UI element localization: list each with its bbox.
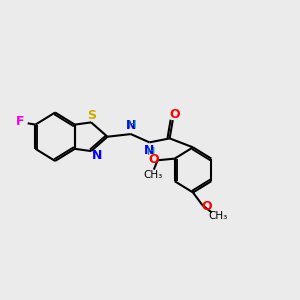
Text: CH₃: CH₃ bbox=[208, 211, 227, 221]
Text: N: N bbox=[126, 119, 136, 132]
Text: O: O bbox=[201, 200, 212, 213]
Text: N: N bbox=[92, 148, 102, 162]
Text: CH₃: CH₃ bbox=[144, 170, 163, 180]
Text: H: H bbox=[128, 120, 136, 130]
Text: N: N bbox=[144, 144, 154, 157]
Text: O: O bbox=[169, 108, 180, 121]
Text: F: F bbox=[16, 116, 25, 128]
Text: O: O bbox=[148, 154, 159, 166]
Text: S: S bbox=[88, 109, 97, 122]
Text: H: H bbox=[147, 147, 155, 157]
